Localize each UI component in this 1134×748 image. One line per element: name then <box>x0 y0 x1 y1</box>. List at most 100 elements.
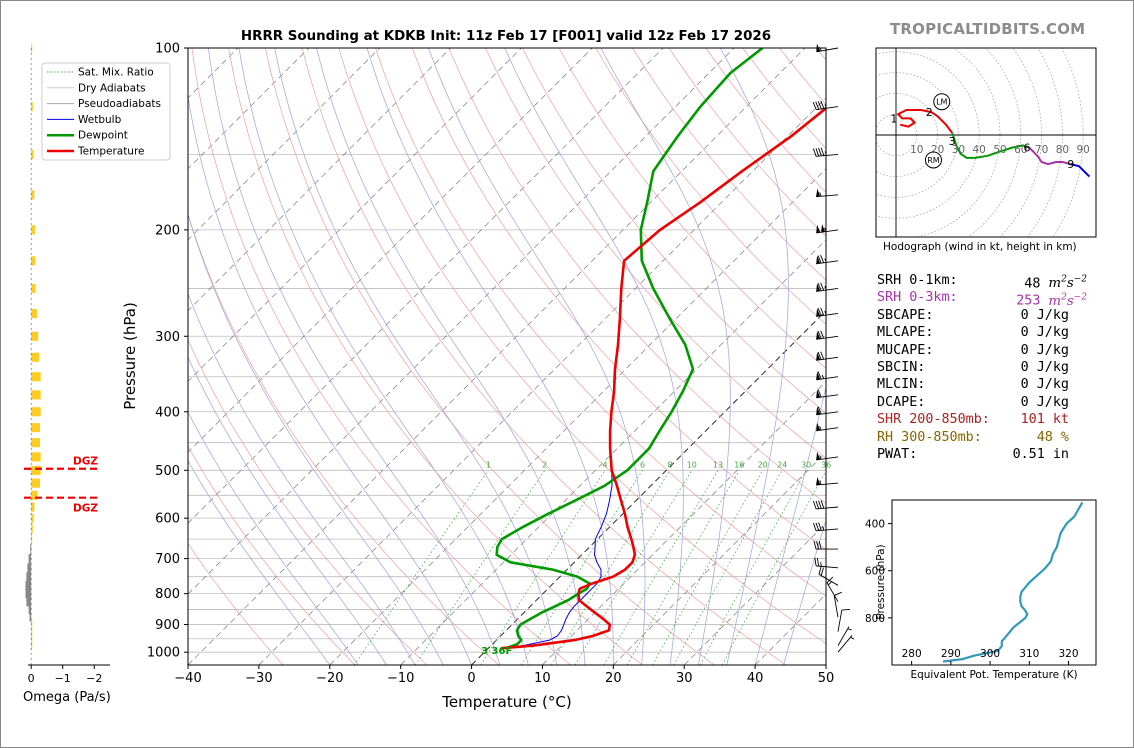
moist-adiabat <box>238 48 529 665</box>
hodograph-ring-label: 30 <box>952 144 965 156</box>
barb-staff <box>816 106 839 111</box>
barb-flag <box>816 283 821 292</box>
theta-e-x-tick-label: 320 <box>1059 648 1079 660</box>
isotherm <box>188 48 806 665</box>
barb-staff <box>816 153 839 157</box>
barb-full <box>815 500 820 509</box>
omega-bar <box>31 452 41 462</box>
legend-label: Dry Adiabats <box>78 82 146 94</box>
stat-value: 253 m2s−2 <box>1016 289 1087 310</box>
hodograph-height-label: 6 <box>1024 141 1031 154</box>
wind-barb <box>816 451 839 461</box>
stat-value: 0 J/kg <box>1020 307 1069 323</box>
barb-full <box>818 147 822 157</box>
omega-bar <box>31 407 41 417</box>
wind-barb <box>816 224 839 234</box>
dry-adiabat <box>188 338 428 665</box>
stat-srh3: SRH 0-3km: 253 m2s−2 <box>877 289 1092 308</box>
skewt-background-lines <box>188 48 826 665</box>
stat-sbcape: SBCAPE: 0 J/kg <box>877 307 1092 324</box>
x-tick-label: 10 <box>534 671 551 686</box>
barb-staff <box>816 47 839 53</box>
wind-barb <box>816 282 839 292</box>
moist-adiabat <box>188 460 331 665</box>
dry-adiabat <box>188 542 284 665</box>
stat-label: SRH 0-1km: <box>877 273 958 288</box>
barb-half <box>824 311 827 316</box>
mixing-ratio-label: 13 <box>713 460 723 469</box>
x-tick-label: −10 <box>387 671 414 686</box>
barb-staff <box>816 194 839 198</box>
hodograph-ring-label: 40 <box>973 144 986 156</box>
omega-bar <box>31 308 37 318</box>
mixing-ratio-line <box>414 470 546 665</box>
moist-adiabat <box>188 411 359 665</box>
barb-flag <box>816 371 821 380</box>
stat-unit: m2s−2 <box>1048 292 1087 309</box>
barb-half <box>847 628 852 631</box>
omega-bar <box>31 423 40 433</box>
brand-watermark: TROPICALTIDBITS.COM <box>890 20 1086 38</box>
y-tick-label: 800 <box>155 587 180 602</box>
stat-pwat: PWAT: 0.51 in <box>877 446 1092 463</box>
skewt-xlabel: Temperature (°C) <box>441 693 571 711</box>
barb-full <box>820 307 825 316</box>
wind-barb <box>814 557 839 569</box>
omega-bar <box>31 149 34 159</box>
series-temperature <box>500 106 826 650</box>
dgz-label: DGZ <box>73 503 98 515</box>
omega-bar <box>31 43 33 53</box>
mixing-ratio-line <box>480 470 606 665</box>
isotherm <box>542 380 826 665</box>
omega-bar <box>31 190 35 200</box>
dry-adiabat <box>558 48 826 369</box>
y-tick-label: 700 <box>155 552 180 567</box>
barb-full <box>826 576 834 583</box>
barb-full <box>815 522 820 531</box>
stat-label: RH 300-850mb: <box>877 429 982 445</box>
moist-adiabat <box>274 48 557 665</box>
barb-staff <box>837 635 853 653</box>
wind-barb <box>818 566 839 586</box>
mixing-ratio-label: 10 <box>687 460 697 469</box>
stat-rh: RH 300-850mb: 48 % <box>877 429 1092 446</box>
stat-label: PWAT: <box>877 446 918 462</box>
dry-adiabat <box>448 48 826 505</box>
omega-bar <box>31 352 40 362</box>
stat-srh1: SRH 0-1km: 48 m2s−2 <box>877 272 1092 292</box>
barb-half <box>824 151 827 156</box>
omega-bar <box>31 627 33 637</box>
barb-half <box>824 104 827 109</box>
barb-half <box>821 374 825 379</box>
barb-staff <box>816 411 839 416</box>
barb-half <box>824 227 827 232</box>
barb-full <box>820 147 825 156</box>
stat-value: 0 J/kg <box>1020 394 1069 410</box>
dgz-label: DGZ <box>73 456 98 468</box>
wind-barb <box>812 522 839 532</box>
barb-flag <box>816 224 821 233</box>
omega-bar <box>31 256 35 266</box>
barb-staff <box>816 565 839 569</box>
barb-flag <box>816 422 821 431</box>
barb-half <box>850 636 855 640</box>
dry-adiabat <box>595 48 826 325</box>
hodograph-height-label: 2 <box>926 106 933 119</box>
barb-staff <box>816 376 839 381</box>
surface-temp-label: 3 36F <box>481 646 512 657</box>
legend-label: Pseudoadiabats <box>78 98 161 110</box>
barb-staff <box>818 573 839 586</box>
skewt-plot: −40 −30 −20 −10 0 10 20 30 40 50 100 200 300 400 500 60… <box>41 42 834 711</box>
stat-mlcape: MLCAPE: 0 J/kg <box>877 324 1092 341</box>
mixing-ratio-label: 6 <box>640 460 645 469</box>
barb-staff <box>816 482 839 486</box>
theta-e-x-tick-label: 280 <box>902 648 922 660</box>
isotherm <box>188 48 735 595</box>
barb-full <box>820 500 825 509</box>
mixing-ratio-line <box>673 470 783 665</box>
stat-label: SRH 0-3km: <box>877 290 958 306</box>
mixing-ratio-label: 30 <box>801 460 811 469</box>
barb-full <box>817 307 822 316</box>
stat-unit: m2s−2 <box>1048 275 1087 292</box>
